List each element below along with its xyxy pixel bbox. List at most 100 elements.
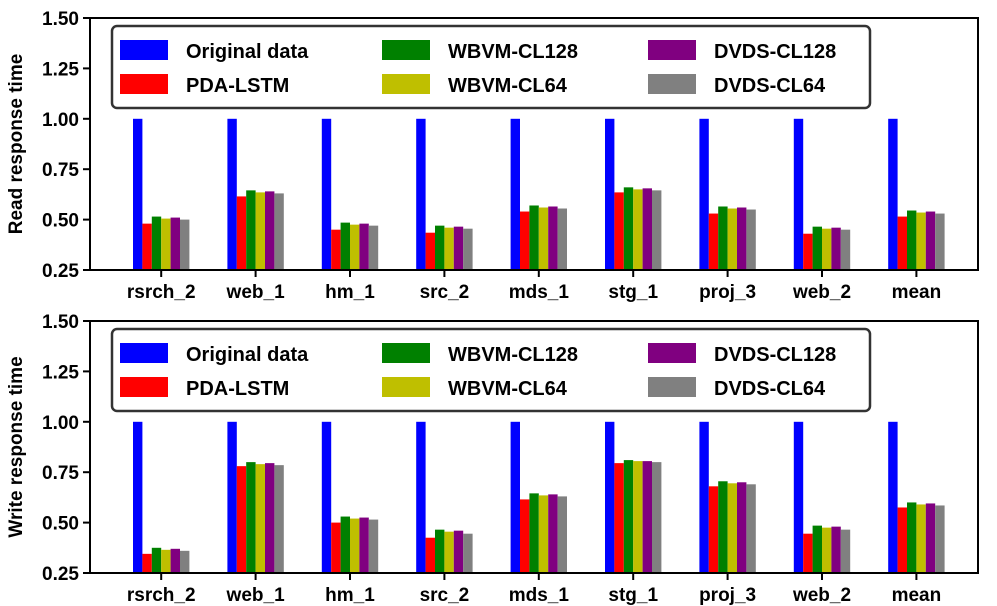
chart-0-bar-src_2-original-data xyxy=(416,118,426,270)
chart-0-bar-rsrch_2-wbvm-cl64 xyxy=(161,218,171,270)
chart-0-bar-mds_1-dvds-cl64 xyxy=(557,208,567,270)
chart-0-bar-src_2-wbvm-cl128 xyxy=(435,225,445,270)
chart-1-legend-label: WBVM-CL128 xyxy=(448,344,578,366)
chart-0-bar-web_2-dvds-cl128 xyxy=(831,227,841,270)
chart-0-bar-hm_1-wbvm-cl128 xyxy=(340,222,350,270)
chart-1-bar-mean-dvds-cl64 xyxy=(935,505,945,573)
chart-1-bar-web_1-dvds-cl128 xyxy=(265,463,275,573)
chart-1-x-tick-label: web_2 xyxy=(792,585,851,606)
chart-1-x-tick-label: web_1 xyxy=(226,585,286,606)
chart-1-bar-mean-wbvm-cl64 xyxy=(916,504,926,573)
chart-1-bar-mds_1-original-data xyxy=(510,421,520,573)
write-response-chart: 0.25 0.50 0.75 1.00 1.25 1.50 rsrch_2 web_1 hm_1… xyxy=(6,312,979,606)
chart-1-bar-hm_1-wbvm-cl64 xyxy=(350,518,360,573)
chart-0-bar-mean-pda-lstm xyxy=(897,216,907,270)
chart-1-y-tick-label: 1.50 xyxy=(42,312,79,333)
chart-1-bar-mds_1-wbvm-cl128 xyxy=(529,493,539,573)
chart-0-bar-src_2-dvds-cl64 xyxy=(463,228,473,270)
chart-1-bar-web_2-wbvm-cl128 xyxy=(812,525,822,573)
chart-1-bar-mean-original-data xyxy=(888,421,898,573)
chart-1-x-tick-label: mds_1 xyxy=(509,585,570,606)
chart-0-bar-web_1-pda-lstm xyxy=(236,196,247,270)
chart-0-bar-proj_3-dvds-cl128 xyxy=(737,207,747,270)
chart-0-x-tick-label: src_2 xyxy=(420,282,470,303)
chart-0-bar-mean-original-data xyxy=(888,118,898,270)
chart-0-legend-swatch-pda-lstm xyxy=(120,74,168,94)
chart-0-bar-rsrch_2-dvds-cl128 xyxy=(170,217,180,270)
chart-1-bar-proj_3-wbvm-cl128 xyxy=(718,481,728,573)
chart-0-legend-swatch-original-data xyxy=(120,40,168,60)
chart-0-x-tick-label: stg_1 xyxy=(608,282,658,303)
chart-1-bar-web_1-original-data xyxy=(227,421,237,573)
chart-0-bar-hm_1-wbvm-cl64 xyxy=(350,224,360,270)
chart-0-bar-mds_1-pda-lstm xyxy=(520,211,530,270)
chart-0-x-tick-label: web_1 xyxy=(226,282,286,303)
chart-1-bar-mean-pda-lstm xyxy=(897,507,907,573)
chart-0-x-tick-label: mds_1 xyxy=(509,282,570,303)
chart-0-bar-hm_1-original-data xyxy=(321,118,332,270)
chart-0-x-tick-label: web_2 xyxy=(792,282,851,303)
chart-0-legend-label: PDA-LSTM xyxy=(186,75,289,97)
chart-0-bar-src_2-wbvm-cl64 xyxy=(444,227,454,270)
chart-1-bar-rsrch_2-original-data xyxy=(133,421,143,573)
chart-1-bar-web_1-wbvm-cl64 xyxy=(255,464,265,573)
chart-1-legend-swatch-wbvm-cl64 xyxy=(382,377,430,397)
chart-0-legend-swatch-dvds-cl64 xyxy=(648,74,696,94)
chart-1-y-tick-label: 1.25 xyxy=(42,362,79,383)
chart-0-bar-stg_1-wbvm-cl64 xyxy=(633,189,643,270)
chart-1-y-tick-label: 0.75 xyxy=(42,463,79,484)
chart-1-bar-mean-dvds-cl128 xyxy=(925,503,936,573)
chart-0-bar-stg_1-wbvm-cl128 xyxy=(623,187,634,270)
chart-1-legend-label: DVDS-CL64 xyxy=(714,378,826,400)
chart-0-bar-web_2-wbvm-cl64 xyxy=(822,228,832,270)
chart-0-y-tick-label: 0.25 xyxy=(42,261,79,282)
chart-0-bar-mean-dvds-cl128 xyxy=(925,211,936,270)
chart-0-bar-mean-wbvm-cl128 xyxy=(907,210,917,270)
chart-0-bar-rsrch_2-dvds-cl64 xyxy=(180,219,190,270)
chart-0-bar-web_1-dvds-cl64 xyxy=(274,193,284,270)
chart-0-bar-src_2-dvds-cl128 xyxy=(453,226,464,270)
chart-1-plot-frame xyxy=(89,320,979,574)
chart-1-bar-web_2-pda-lstm xyxy=(803,533,813,573)
chart-0-bar-mds_1-wbvm-cl128 xyxy=(529,205,539,270)
chart-1-bar-mean-wbvm-cl128 xyxy=(907,502,917,573)
chart-1-legend-swatch-original-data xyxy=(120,343,168,363)
chart-1-legend-swatch-wbvm-cl128 xyxy=(382,343,430,363)
chart-1-bar-stg_1-dvds-cl64 xyxy=(652,462,662,573)
chart-1-legend-label: Original data xyxy=(186,344,309,366)
chart-1-y-tick-label: 0.50 xyxy=(42,514,79,535)
chart-0-bar-hm_1-dvds-cl64 xyxy=(368,225,379,270)
chart-0-bar-web_1-dvds-cl128 xyxy=(265,191,275,270)
chart-1-bar-hm_1-pda-lstm xyxy=(331,522,341,573)
chart-0-bar-web_2-dvds-cl64 xyxy=(840,229,851,270)
chart-0-bar-proj_3-pda-lstm xyxy=(708,213,719,270)
chart-0-bar-src_2-pda-lstm xyxy=(425,232,435,270)
chart-1-legend-label: PDA-LSTM xyxy=(186,378,289,400)
chart-0-bar-web_1-wbvm-cl128 xyxy=(246,190,256,270)
chart-0-bar-proj_3-wbvm-cl128 xyxy=(718,206,728,270)
chart-1-bar-hm_1-dvds-cl64 xyxy=(368,519,379,573)
chart-1-x-tick-label: proj_3 xyxy=(699,585,756,606)
chart-0-bar-web_2-original-data xyxy=(793,118,804,270)
chart-1-bar-web_2-dvds-cl128 xyxy=(831,526,841,573)
chart-1-bar-rsrch_2-dvds-cl64 xyxy=(180,550,190,573)
chart-1-legend-swatch-dvds-cl128 xyxy=(648,343,696,363)
chart-1-bar-web_1-pda-lstm xyxy=(236,466,247,573)
chart-0-x-tick-label: hm_1 xyxy=(325,282,375,303)
chart-1-bar-src_2-wbvm-cl64 xyxy=(444,531,454,573)
chart-1-bar-stg_1-wbvm-cl128 xyxy=(623,460,634,573)
chart-0-legend-swatch-dvds-cl128 xyxy=(648,40,696,60)
chart-0-bar-web_1-wbvm-cl64 xyxy=(255,192,265,270)
chart-0-x-tick-label: rsrch_2 xyxy=(127,282,196,303)
chart-1-bar-rsrch_2-wbvm-cl128 xyxy=(151,547,162,573)
chart-0-legend-label: DVDS-CL128 xyxy=(714,41,836,63)
chart-0-bar-proj_3-dvds-cl64 xyxy=(746,209,756,270)
chart-1-bar-proj_3-original-data xyxy=(699,421,709,573)
chart-1-y-tick-label: 0.25 xyxy=(42,564,79,585)
chart-1-y-axis-label: Write response time xyxy=(6,356,27,537)
chart-1-bar-src_2-original-data xyxy=(416,421,426,573)
chart-0-bar-mean-dvds-cl64 xyxy=(935,213,945,270)
chart-0-y-tick-label: 1.00 xyxy=(42,110,79,131)
